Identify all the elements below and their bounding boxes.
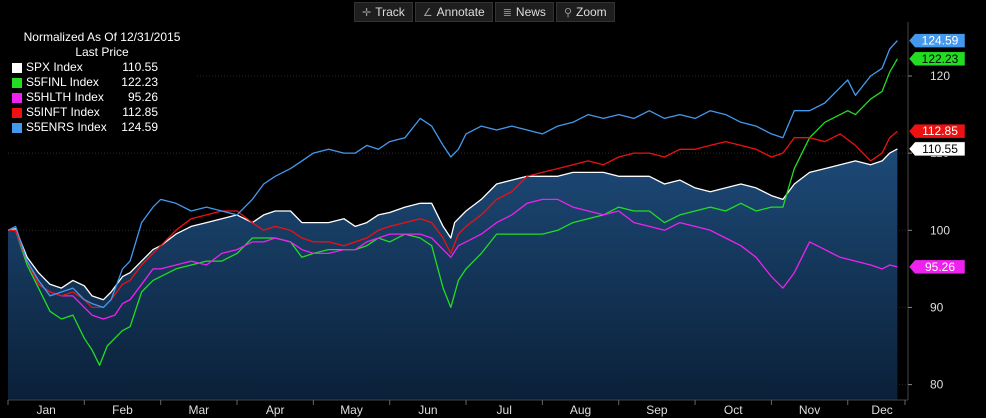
series-line-s5finl[interactable] (8, 58, 898, 366)
legend-item[interactable]: S5HLTH Index 95.26 (8, 90, 196, 105)
legend-last-price: 110.55 (122, 60, 158, 74)
series-line-s5hlth[interactable] (8, 198, 898, 320)
last-price-tag-s5hlth: 95.26 (908, 259, 966, 275)
tag-background (908, 33, 966, 48)
legend-swatch (12, 107, 22, 118)
y-tick-label: 80 (930, 378, 944, 392)
y-axis: 8090100110120 (908, 69, 950, 392)
legend-item[interactable]: S5FINL Index 122.23 (8, 75, 196, 90)
x-tick-label: Dec (871, 403, 892, 417)
tag-background (908, 141, 966, 157)
track-button[interactable]: ✛ Track (354, 2, 413, 22)
x-axis: Jan Feb Mar Apr May Jun Jul Aug Sep Oct Nov Dec (7, 400, 906, 417)
chart-toolbar: ✛ Track ∠ Annotate ≣ News ⚲ Zoom (354, 2, 615, 22)
last-price-tag-s5finl: 122.23 (908, 51, 966, 67)
legend-last-price: 122.23 (121, 75, 158, 89)
area-fills (8, 148, 898, 400)
zoom-label: Zoom (576, 5, 607, 19)
series-line-s5enrs[interactable] (7, 40, 898, 309)
legend-header: Last Price (75, 45, 129, 59)
legend-series-name: S5HLTH Index (26, 90, 104, 104)
annotate-button[interactable]: ∠ Annotate (414, 2, 493, 22)
tag-background (908, 51, 966, 67)
chart-legend: Normalized As Of 12/31/2015 Last Price S… (8, 30, 196, 142)
tag-value: 124.59 (922, 34, 959, 48)
x-tick-label: May (340, 403, 363, 417)
last-price-tags: 124.59 122.23 112.85 110.55 95.26 (908, 33, 966, 275)
legend-last-price: 95.26 (127, 90, 158, 104)
legend-swatch (12, 62, 22, 73)
x-tick-label: Nov (799, 403, 820, 417)
legend-rows: SPX Index 110.55 S5FINL Index 122.23 S5HLTH … (8, 60, 196, 135)
last-price-tag-s5inft: 112.85 (908, 123, 966, 139)
x-tick-label: Aug (570, 403, 591, 417)
legend-series-name: SPX Index (26, 60, 83, 74)
y-tick-label: 100 (930, 223, 950, 237)
news-label: News (515, 5, 546, 19)
track-label: Track (375, 5, 405, 19)
crosshair-icon: ✛ (362, 6, 372, 19)
news-button[interactable]: ≣ News (494, 2, 554, 22)
pencil-icon: ∠ (422, 6, 433, 19)
x-tick-label: Mar (189, 403, 210, 417)
legend-last-price: 112.85 (122, 105, 158, 119)
x-tick-label: Oct (724, 403, 743, 417)
legend-series-name: S5ENRS Index (26, 120, 107, 134)
x-tick-label: Sep (646, 403, 668, 417)
legend-item[interactable]: SPX Index 110.55 (8, 60, 196, 75)
x-tick-label: Jul (497, 403, 512, 417)
chart-title: Normalized As Of 12/31/2015 (23, 30, 181, 44)
legend-series-name: S5INFT Index (26, 105, 100, 119)
series-line-spx[interactable] (7, 148, 898, 301)
x-tick-label: Jan (36, 403, 55, 417)
zoom-button[interactable]: ⚲ Zoom (555, 2, 615, 22)
legend-item[interactable]: S5INFT Index 112.85 (8, 105, 196, 120)
series-lines (7, 40, 898, 366)
series-line-s5inft[interactable] (8, 130, 898, 309)
magnifier-icon: ⚲ (563, 6, 572, 19)
legend-last-price: 124.59 (121, 120, 158, 134)
x-tick-label: Jun (418, 403, 437, 417)
legend-swatch (12, 122, 22, 133)
news-icon: ≣ (502, 6, 512, 19)
legend-series-name: S5FINL Index (26, 75, 99, 89)
tag-value: 122.23 (922, 52, 959, 66)
last-price-tag-spx: 110.55 (908, 141, 966, 157)
y-tick-label: 120 (930, 69, 950, 83)
legend-swatch (12, 92, 22, 103)
legend-item[interactable]: S5ENRS Index 124.59 (8, 120, 196, 135)
tag-value: 110.55 (922, 142, 958, 156)
annotate-label: Annotate (436, 5, 485, 19)
tag-value: 95.26 (925, 260, 955, 274)
last-price-tag-s5enrs: 124.59 (908, 33, 966, 48)
x-tick-label: Feb (112, 403, 133, 417)
tag-background (908, 123, 966, 139)
y-tick-label: 90 (930, 300, 944, 314)
x-tick-label: Apr (266, 403, 285, 417)
tag-background (908, 259, 966, 275)
legend-swatch (12, 77, 22, 88)
series-area-spx (8, 148, 898, 400)
tag-value: 112.85 (922, 124, 958, 138)
